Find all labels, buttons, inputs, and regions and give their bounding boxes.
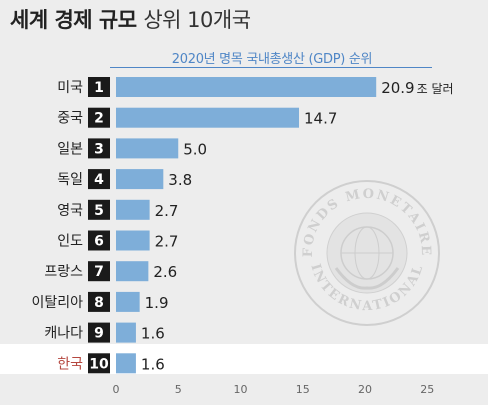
rank-box	[88, 353, 110, 374]
country-label: 캐나다	[44, 326, 83, 342]
page-title: 세계 경제 규모 상위 10개국	[10, 4, 251, 34]
country-label: 프랑스	[44, 264, 83, 280]
x-tick-label: 0	[113, 383, 120, 396]
value-label: 2.7	[155, 233, 179, 251]
rank-number: 4	[94, 172, 104, 188]
rank-number: 1	[94, 80, 104, 96]
rank-number: 7	[94, 264, 104, 280]
rank-box	[88, 291, 110, 312]
country-label: 인도	[57, 234, 83, 250]
x-tick-label: 25	[420, 383, 434, 396]
bar	[116, 107, 300, 128]
country-label: 미국	[57, 80, 83, 96]
country-label: 중국	[57, 111, 83, 127]
chart-subtitle: 2020년 명목 국내총생산 (GDP) 순위	[171, 52, 373, 67]
country-label: 한국	[57, 356, 83, 372]
bar	[116, 353, 136, 374]
x-tick-label: 20	[358, 383, 372, 396]
bar	[116, 322, 136, 343]
country-label: 독일	[57, 172, 83, 188]
rank-box	[88, 138, 110, 159]
value-label: 5.0	[183, 140, 207, 158]
rank-box	[88, 322, 110, 343]
highlight-row-background	[0, 344, 488, 374]
rank-number: 8	[94, 295, 104, 311]
imf-seal-watermark: FONDS MONETAIRE INTERNATIONAL	[294, 180, 440, 326]
rank-number: 10	[89, 356, 109, 372]
bar	[116, 199, 150, 220]
rank-box	[88, 169, 110, 190]
bar	[116, 77, 377, 97]
bar	[116, 261, 149, 282]
value-label: 1.6	[141, 355, 165, 373]
value-label: 3.8	[168, 171, 192, 189]
x-tick-label: 10	[234, 383, 248, 396]
value-label: 14.7	[304, 110, 337, 128]
title-light: 상위 10개국	[143, 8, 251, 32]
country-label: 이탈리아	[31, 295, 83, 311]
rank-box	[88, 261, 110, 282]
bar	[116, 169, 164, 190]
rank-number: 9	[94, 326, 104, 342]
rank-box	[88, 107, 110, 128]
value-label: 2.6	[153, 263, 177, 281]
bar	[116, 230, 150, 251]
rank-number: 3	[94, 141, 104, 157]
value-unit: 조 달러	[417, 82, 454, 96]
rank-box	[88, 77, 110, 97]
value-label: 20.9 조 달러	[381, 79, 453, 97]
subtitle-underline	[110, 67, 432, 68]
country-label: 일본	[57, 141, 83, 157]
rank-number: 5	[94, 203, 104, 219]
bar	[116, 138, 179, 159]
x-tick-label: 5	[175, 383, 182, 396]
country-label: 영국	[57, 203, 83, 219]
value-label: 1.6	[141, 325, 165, 343]
rank-box	[88, 199, 110, 220]
rank-box	[88, 230, 110, 251]
rank-number: 6	[94, 234, 104, 250]
value-label: 2.7	[155, 202, 179, 220]
bar	[116, 291, 140, 312]
x-tick-label: 15	[296, 383, 310, 396]
title-bold: 세계 경제 규모	[10, 8, 137, 32]
value-label: 1.9	[145, 294, 169, 312]
rank-number: 2	[94, 111, 104, 127]
